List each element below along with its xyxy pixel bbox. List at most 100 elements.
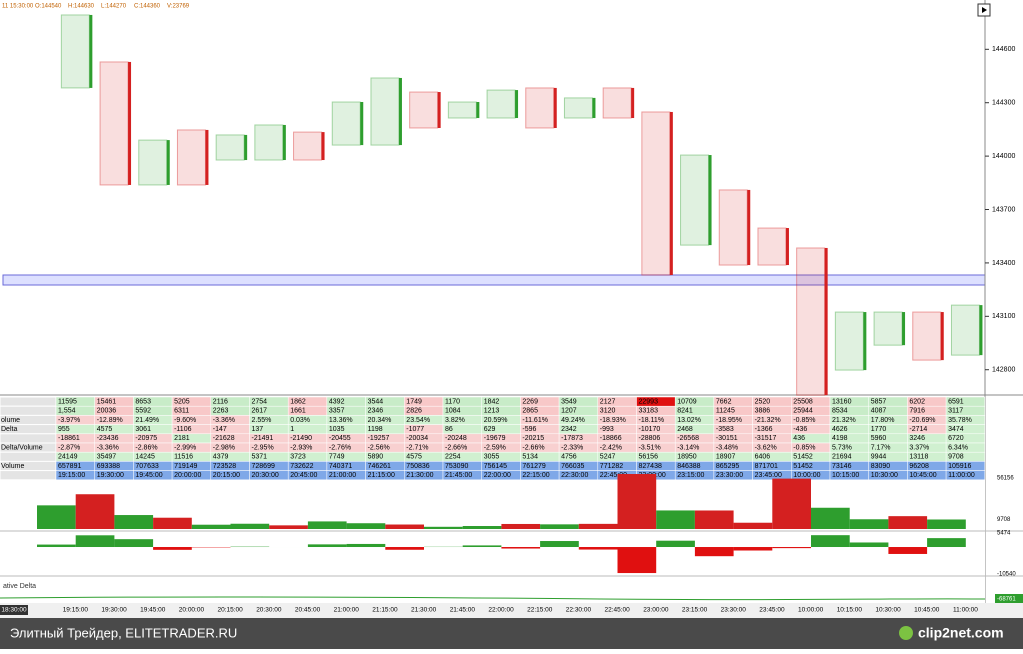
price-label: 143400 bbox=[992, 260, 1015, 267]
table-value: 35497 bbox=[97, 454, 117, 461]
volume-bar bbox=[308, 521, 347, 529]
volume-bar bbox=[385, 525, 424, 529]
table-value: 3055 bbox=[484, 454, 500, 461]
table-value: 13160 bbox=[832, 398, 852, 405]
table-value: 3117 bbox=[948, 408, 963, 415]
footprint-cells bbox=[216, 135, 244, 160]
time-label: 22:15:00 bbox=[527, 607, 553, 614]
delta-bar bbox=[463, 545, 502, 547]
row-label-cell bbox=[0, 434, 56, 443]
table-value: 1198 bbox=[368, 426, 383, 433]
footprint-cells bbox=[332, 102, 360, 145]
footprint-cells bbox=[61, 15, 89, 88]
table-value: 3.82% bbox=[445, 417, 465, 424]
table-value: -10170 bbox=[639, 426, 661, 433]
table-value: 49.24% bbox=[561, 417, 585, 424]
delta-bar bbox=[540, 541, 579, 547]
footprint-body bbox=[902, 312, 905, 345]
volume-bar bbox=[192, 525, 231, 529]
table-value: 2116 bbox=[213, 398, 228, 405]
table-value: -3.51% bbox=[639, 444, 661, 451]
header-time: 11 15:30:00 bbox=[2, 4, 34, 10]
table-value: 14245 bbox=[135, 454, 155, 461]
table-value: -26568 bbox=[677, 435, 699, 442]
table-value: -2.76% bbox=[329, 444, 351, 451]
table-value: -2.95% bbox=[252, 444, 274, 451]
delta-bar bbox=[695, 547, 734, 556]
table-value: -436 bbox=[793, 426, 807, 433]
table-value: -2.66% bbox=[445, 444, 467, 451]
table-value: 5960 bbox=[871, 435, 887, 442]
price-label: 144000 bbox=[992, 153, 1015, 160]
table-value: 1842 bbox=[484, 398, 500, 405]
volume-bar bbox=[347, 523, 386, 529]
table-value: 5592 bbox=[135, 408, 151, 415]
footprint-cells bbox=[681, 155, 709, 245]
row-label: olume bbox=[1, 417, 20, 424]
table-value: 7662 bbox=[716, 398, 732, 405]
table-value: 2346 bbox=[368, 408, 384, 415]
table-value: 693388 bbox=[97, 463, 120, 470]
table-value: -993 bbox=[600, 426, 614, 433]
table-value: 5371 bbox=[252, 454, 268, 461]
table-value: 4626 bbox=[832, 426, 848, 433]
table-value: 9708 bbox=[948, 454, 964, 461]
table-value: -3.36% bbox=[97, 444, 119, 451]
table-value: 707633 bbox=[135, 463, 158, 470]
time-label: 21:00:00 bbox=[334, 607, 360, 614]
footer-left: Элитный Трейдер, ELITETRADER.RU bbox=[10, 625, 237, 640]
table-value: -147 bbox=[213, 426, 227, 433]
table-value: 4575 bbox=[97, 426, 113, 433]
table-value: 740371 bbox=[329, 463, 352, 470]
footprint-cells bbox=[487, 90, 515, 118]
table-value: 8653 bbox=[135, 398, 151, 405]
table-value: 19:45:00 bbox=[135, 472, 162, 479]
time-label: 10:15:00 bbox=[837, 607, 863, 614]
table-value: 35.78% bbox=[948, 417, 972, 424]
table-value: 2263 bbox=[213, 408, 229, 415]
volume-bar bbox=[772, 479, 811, 529]
table-value: 10:30:00 bbox=[871, 472, 898, 479]
footprint-cells bbox=[874, 312, 902, 345]
table-value: 23.54% bbox=[406, 417, 430, 424]
table-value: 4198 bbox=[832, 435, 848, 442]
table-value: -20034 bbox=[406, 435, 428, 442]
table-value: 20:45:00 bbox=[290, 472, 317, 479]
footprint-cells bbox=[255, 125, 283, 160]
table-value: 3886 bbox=[755, 408, 771, 415]
table-value: 22:00:00 bbox=[484, 472, 511, 479]
volume-bar bbox=[424, 527, 463, 529]
table-value: 1,554 bbox=[58, 408, 76, 415]
table-value: 20:15:00 bbox=[213, 472, 240, 479]
footprint-body bbox=[863, 312, 866, 370]
table-value: 5247 bbox=[600, 454, 616, 461]
footprint-body bbox=[786, 228, 789, 265]
delta-bar bbox=[850, 542, 889, 547]
table-value: 629 bbox=[484, 426, 496, 433]
footprint-body bbox=[825, 248, 828, 395]
delta-tick: 5474 bbox=[997, 531, 1011, 537]
delta-bar bbox=[888, 547, 927, 554]
table-value: 21.49% bbox=[135, 417, 159, 424]
table-value: 18907 bbox=[716, 454, 736, 461]
table-value: 22993 bbox=[639, 398, 659, 405]
time-label: 23:45:00 bbox=[759, 607, 785, 614]
footprint-body bbox=[747, 190, 750, 265]
table-value: 0.03% bbox=[290, 417, 310, 424]
table-value: 10:45:00 bbox=[909, 472, 936, 479]
footprint-cells bbox=[951, 305, 979, 355]
table-value: 1749 bbox=[406, 398, 422, 405]
footprint-body bbox=[476, 102, 479, 118]
delta-bar bbox=[37, 545, 76, 547]
table-value: 746261 bbox=[368, 463, 391, 470]
table-value: 20:00:00 bbox=[174, 472, 201, 479]
table-value: 21:15:00 bbox=[368, 472, 395, 479]
table-value: 955 bbox=[58, 426, 70, 433]
time-label: 19:45:00 bbox=[140, 607, 166, 614]
table-value: -2.98% bbox=[213, 444, 235, 451]
footprint-cells bbox=[448, 102, 476, 118]
table-value: -20.69% bbox=[909, 417, 935, 424]
table-value: -3.48% bbox=[716, 444, 738, 451]
table-value: 1213 bbox=[484, 408, 500, 415]
time-label: 10:00:00 bbox=[798, 607, 824, 614]
